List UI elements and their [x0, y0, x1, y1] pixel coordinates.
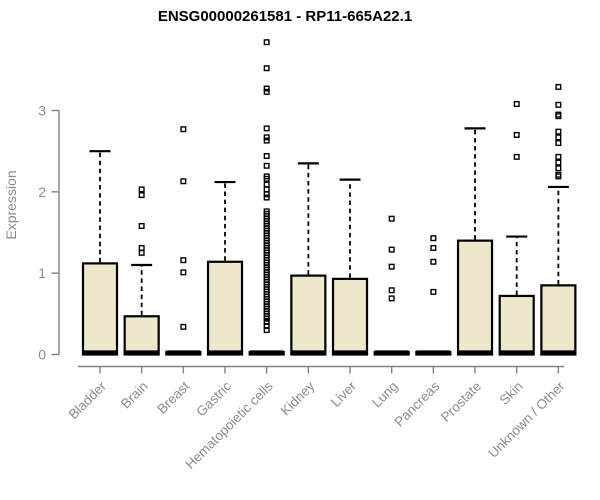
y-tick-label: 2: [38, 184, 46, 200]
x-tick-label-unknown-other: Unknown / Other: [485, 378, 568, 461]
outlier-point: [263, 194, 270, 201]
outlier-point: [388, 215, 395, 222]
x-tick-label-kidney: Kidney: [278, 378, 318, 418]
x-tick-label-pancreas: Pancreas: [392, 378, 443, 429]
outlier-point: [263, 85, 270, 92]
y-axis-title: Expression: [3, 170, 19, 239]
x-tick-label-lung: Lung: [369, 379, 401, 411]
box-skin: [498, 101, 535, 356]
outlier-point: [180, 257, 187, 264]
iqr-box: [206, 260, 244, 356]
x-tick-label-prostate: Prostate: [438, 379, 484, 425]
outlier-point: [263, 162, 270, 169]
x-tick-label-liver: Liver: [328, 378, 360, 410]
outlier-point: [263, 137, 270, 144]
outlier-point: [513, 101, 520, 108]
outlier-point: [263, 191, 270, 198]
box-liver: [331, 178, 369, 356]
outlier-point: [138, 186, 145, 193]
x-tick-label-brain: Brain: [118, 379, 151, 412]
outlier-point: [555, 165, 562, 172]
outlier-point: [263, 153, 270, 160]
outlier-point: [263, 181, 270, 188]
y-tick-label: 0: [38, 347, 46, 363]
outlier-point: [263, 186, 270, 193]
box-breast: [165, 126, 202, 356]
iqr-box: [540, 284, 577, 356]
outlier-point: [430, 258, 437, 265]
outlier-point: [555, 159, 562, 166]
outlier-point: [555, 128, 562, 135]
box-prostate: [456, 127, 494, 356]
outlier-point: [388, 287, 395, 294]
outlier-point: [555, 83, 562, 90]
box-pancreas: [415, 235, 452, 356]
outlier-point: [513, 131, 520, 138]
outlier-point: [263, 88, 270, 95]
outlier-point: [138, 222, 145, 229]
x-tick-label-bladder: Bladder: [66, 378, 110, 422]
box-unknown-other: [540, 83, 577, 356]
x-tick-label-breast: Breast: [154, 378, 192, 416]
iqr-box: [123, 315, 160, 356]
x-tick-label-gastric: Gastric: [193, 378, 234, 419]
outlier-point: [555, 134, 562, 141]
box-hematopoietic-cells: [248, 39, 285, 356]
outlier-point: [263, 327, 270, 334]
iqr-box: [456, 239, 494, 356]
box-lung: [373, 215, 410, 356]
box-kidney: [290, 162, 327, 356]
outlier-point: [388, 295, 395, 302]
outlier-point: [138, 244, 145, 251]
outlier-point: [430, 235, 437, 242]
outlier-point: [138, 192, 145, 199]
outlier-point: [180, 323, 187, 330]
outlier-point: [388, 246, 395, 253]
outlier-point: [138, 249, 145, 256]
outlier-point: [263, 175, 270, 182]
outlier-point: [263, 125, 270, 132]
outlier-point: [180, 126, 187, 133]
y-tick-label: 1: [38, 265, 46, 281]
outlier-point: [430, 288, 437, 295]
outlier-point: [180, 178, 187, 185]
outlier-point: [388, 263, 395, 270]
outlier-point: [555, 153, 562, 160]
iqr-box: [331, 277, 369, 356]
box-bladder: [81, 150, 119, 356]
outlier-point: [555, 171, 562, 178]
outlier-point: [263, 315, 270, 322]
outlier-point: [430, 244, 437, 251]
outlier-point: [263, 39, 270, 46]
outlier-point: [513, 153, 520, 160]
y-axis: 0 1 2 3: [38, 103, 60, 363]
x-tick-label-skin: Skin: [497, 379, 526, 408]
outlier-point: [263, 134, 270, 141]
iqr-box: [498, 294, 535, 356]
iqr-box: [81, 262, 119, 356]
y-tick-label: 3: [38, 103, 46, 119]
outlier-point: [555, 101, 562, 108]
outlier-point: [555, 140, 562, 147]
box-brain: [123, 186, 160, 356]
box-gastric: [206, 180, 244, 356]
outlier-point: [180, 269, 187, 276]
outlier-point: [263, 65, 270, 72]
chart-title: ENSG00000261581 - RP11-665A22.1: [158, 8, 412, 25]
iqr-box: [290, 274, 327, 356]
outlier-point: [555, 111, 562, 118]
